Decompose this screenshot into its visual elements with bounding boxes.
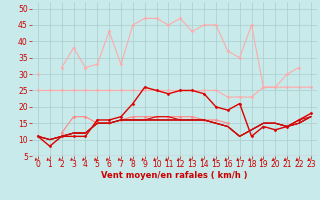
X-axis label: Vent moyen/en rafales ( km/h ): Vent moyen/en rafales ( km/h ) [101, 171, 248, 180]
